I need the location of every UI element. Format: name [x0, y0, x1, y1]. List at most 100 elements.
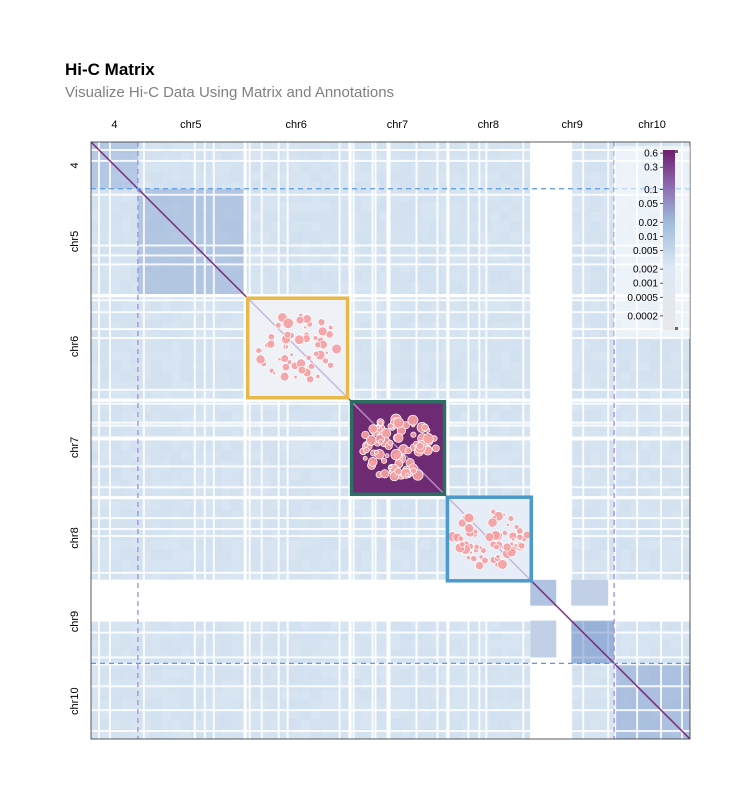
- matrix-tile: [600, 569, 611, 581]
- matrix-tile: [300, 619, 311, 630]
- matrix-tile: [520, 331, 531, 342]
- matrix-tile: [450, 171, 461, 183]
- matrix-tile: [600, 559, 611, 571]
- matrix-tile: [250, 490, 262, 501]
- matrix-tile: [91, 410, 102, 421]
- matrix-tile: [91, 241, 102, 252]
- matrix-tile: [380, 151, 391, 163]
- matrix-tile: [400, 649, 411, 660]
- matrix-tile: [260, 151, 271, 163]
- matrix-tile: [250, 559, 262, 571]
- matrix-tile: [460, 490, 471, 501]
- matrix-tile: [130, 380, 142, 392]
- matrix-tile: [130, 510, 142, 521]
- matrix-tile: [580, 410, 591, 421]
- matrix-tile: [130, 301, 142, 312]
- chart-subtitle: Visualize Hi-C Data Using Matrix and Ann…: [65, 84, 395, 101]
- matrix-tile: [340, 221, 351, 232]
- matrix-tile: [91, 400, 102, 411]
- matrix-tile: [100, 161, 112, 173]
- matrix-tile: [380, 569, 391, 581]
- matrix-tile: [330, 699, 341, 710]
- matrix-tile: [320, 679, 331, 690]
- matrix-tile: [180, 729, 192, 739]
- matrix-tile: [360, 639, 371, 650]
- matrix-tile: [120, 520, 132, 531]
- matrix-tile: [260, 500, 271, 511]
- matrix-tile: [380, 201, 391, 212]
- annotation-point: [297, 365, 307, 375]
- matrix-tile: [340, 400, 351, 411]
- matrix-tile: [420, 231, 431, 242]
- matrix-tile: [590, 679, 601, 690]
- matrix-tile: [570, 500, 581, 511]
- matrix-tile: [420, 142, 431, 153]
- matrix-tile: [140, 331, 152, 342]
- matrix-tile: [640, 390, 651, 401]
- matrix-tile: [580, 679, 591, 690]
- matrix-tile: [180, 450, 192, 461]
- matrix-tile: [470, 689, 481, 700]
- matrix-tile: [360, 221, 371, 232]
- matrix-tile: [510, 709, 521, 720]
- matrix-tile: [300, 241, 311, 252]
- matrix-tile: [310, 569, 321, 581]
- matrix-tile: [220, 500, 232, 511]
- matrix-tile: [620, 430, 631, 441]
- matrix-tile: [400, 201, 411, 212]
- matrix-tile: [130, 689, 142, 700]
- matrix-tile: [660, 450, 671, 461]
- annotation-point: [475, 561, 484, 571]
- matrix-tile: [250, 709, 262, 720]
- matrix-tile: [430, 311, 441, 322]
- matrix-tile: [620, 350, 631, 362]
- matrix-tile: [190, 331, 202, 342]
- matrix-tile: [330, 709, 341, 720]
- matrix-tile: [490, 281, 501, 292]
- matrix-tile: [91, 171, 102, 183]
- matrix-tile: [400, 231, 411, 242]
- matrix-tile: [520, 440, 531, 451]
- matrix-tile: [460, 380, 471, 392]
- matrix-tile: [110, 689, 122, 700]
- matrix-tile: [620, 390, 631, 401]
- matrix-tile: [290, 161, 301, 173]
- matrix-tile: [110, 380, 122, 392]
- matrix-tile: [150, 440, 162, 451]
- matrix-tile: [120, 191, 132, 202]
- matrix-tile: [160, 490, 172, 501]
- matrix-tile: [500, 142, 511, 153]
- matrix-tile: [91, 450, 102, 461]
- matrix-tile: [440, 350, 451, 362]
- matrix-tile: [360, 201, 371, 212]
- matrix-tile: [350, 669, 361, 680]
- matrix-tile: [100, 540, 112, 551]
- matrix-tile: [420, 669, 431, 680]
- matrix-tile: [200, 669, 212, 680]
- matrix-tile: [420, 360, 431, 372]
- matrix-tile: [630, 380, 641, 392]
- matrix-tile: [110, 679, 122, 690]
- matrix-tile: [570, 540, 581, 551]
- matrix-tile: [130, 211, 142, 222]
- matrix-tile: [160, 380, 172, 392]
- matrix-tile: [140, 540, 152, 551]
- matrix-tile: [510, 251, 521, 262]
- matrix-tile: [630, 341, 641, 352]
- matrix-tile: [91, 549, 102, 561]
- matrix-tile: [190, 510, 202, 521]
- matrix-tile: [580, 231, 591, 242]
- matrix-tile: [420, 211, 431, 222]
- matrix-tile: [280, 639, 291, 650]
- matrix-tile: [220, 629, 232, 640]
- matrix-tile: [130, 430, 142, 441]
- matrix-tile: [420, 569, 431, 581]
- matrix-tile: [120, 629, 132, 640]
- matrix-tile: [440, 221, 451, 232]
- matrix-tile: [340, 729, 351, 739]
- matrix-tile: [440, 251, 451, 262]
- matrix-tile: [270, 649, 281, 660]
- matrix-tile: [450, 699, 461, 710]
- matrix-tile: [430, 171, 441, 183]
- matrix-tile: [420, 171, 431, 183]
